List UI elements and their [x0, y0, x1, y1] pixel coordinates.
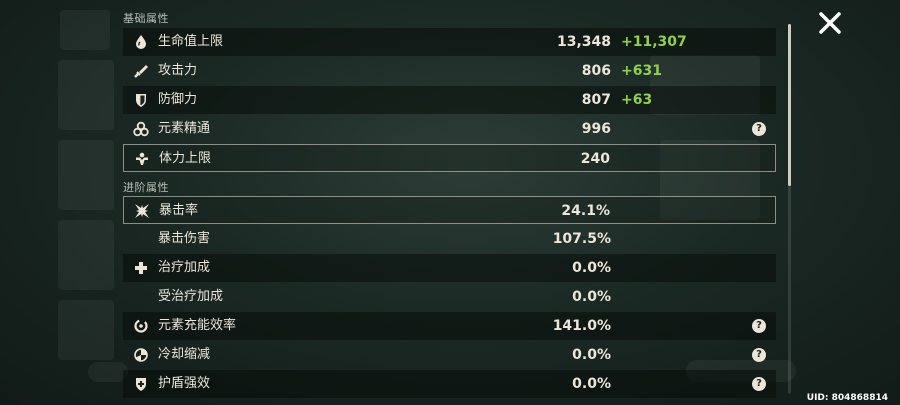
- stat-bonus: +11,307: [621, 34, 687, 50]
- stat-row-shield-strength[interactable]: 护盾强效 0.0% ?: [123, 370, 776, 398]
- stat-value: 0.0%: [572, 376, 611, 392]
- shield-icon: [133, 92, 149, 108]
- stamina-icon: [134, 151, 150, 167]
- stat-value: 141.0%: [552, 318, 611, 334]
- scrollbar[interactable]: [788, 24, 791, 394]
- stat-value: 24.1%: [561, 203, 610, 219]
- crit-rate-icon: [134, 203, 150, 219]
- stat-value: 806: [581, 63, 611, 79]
- stat-label: 攻击力: [158, 63, 198, 78]
- help-icon[interactable]: ?: [752, 348, 766, 362]
- close-button[interactable]: [817, 10, 843, 36]
- shield-strength-icon: [133, 376, 149, 392]
- stat-label: 元素充能效率: [158, 318, 237, 333]
- sword-icon: [133, 63, 149, 79]
- stat-label: 受治疗加成: [158, 289, 224, 304]
- stat-row-cooldown-reduction[interactable]: 冷却缩减 0.0% ?: [123, 341, 776, 369]
- stat-value: 240: [580, 151, 610, 167]
- stat-label: 元素精通: [158, 121, 211, 136]
- energy-recharge-icon: [133, 318, 149, 334]
- stat-row-energy-recharge[interactable]: 元素充能效率 141.0% ?: [123, 312, 776, 340]
- close-icon: [819, 12, 841, 34]
- help-icon[interactable]: ?: [752, 319, 766, 333]
- stat-label: 暴击率: [159, 203, 199, 218]
- stat-value: 0.0%: [572, 289, 611, 305]
- scrollbar-thumb[interactable]: [788, 24, 791, 186]
- stat-row-atk[interactable]: 攻击力 806 +631: [123, 57, 776, 85]
- section-title-base: 基础属性: [123, 12, 169, 25]
- stat-label: 防御力: [158, 92, 198, 107]
- stat-label: 治疗加成: [158, 260, 211, 275]
- stat-label: 暴击伤害: [158, 231, 211, 246]
- uid-label: UID: 804868814: [806, 393, 888, 403]
- stat-label: 体力上限: [159, 151, 212, 166]
- stat-row-hp[interactable]: 生命值上限 13,348 +11,307: [123, 28, 776, 56]
- elemental-mastery-icon: [133, 121, 149, 137]
- stat-value: 0.0%: [572, 260, 611, 276]
- stat-value: 107.5%: [552, 231, 611, 247]
- cooldown-icon: [133, 347, 149, 363]
- stat-bonus: +63: [621, 92, 653, 108]
- stat-value: 0.0%: [572, 347, 611, 363]
- stat-bonus: +631: [621, 63, 662, 79]
- stat-row-crit-rate[interactable]: 暴击率 24.1%: [123, 196, 776, 224]
- stat-value: 807: [581, 92, 611, 108]
- stat-row-stamina[interactable]: 体力上限 240: [123, 144, 776, 172]
- stat-row-incoming-healing[interactable]: 受治疗加成 0.0%: [123, 283, 776, 311]
- help-icon[interactable]: ?: [752, 377, 766, 391]
- section-title-advanced: 进阶属性: [123, 181, 169, 194]
- stat-row-healing-bonus[interactable]: 治疗加成 0.0%: [123, 254, 776, 282]
- stat-label: 冷却缩减: [158, 347, 211, 362]
- stat-value: 996: [581, 121, 611, 137]
- stat-row-def[interactable]: 防御力 807 +63: [123, 86, 776, 114]
- stat-label: 护盾强效: [158, 376, 211, 391]
- healing-cross-icon: [133, 260, 149, 276]
- stat-row-elemental-mastery[interactable]: 元素精通 996 ?: [123, 115, 776, 143]
- stat-row-crit-dmg[interactable]: 暴击伤害 107.5%: [123, 225, 776, 253]
- hp-drop-icon: [133, 34, 149, 50]
- stat-label: 生命值上限: [158, 34, 224, 49]
- attribute-panel: 基础属性 生命值上限 13,348 +11,307 攻击力 806 +631 防…: [123, 0, 778, 405]
- help-icon[interactable]: ?: [752, 122, 766, 136]
- stat-value: 13,348: [556, 34, 611, 50]
